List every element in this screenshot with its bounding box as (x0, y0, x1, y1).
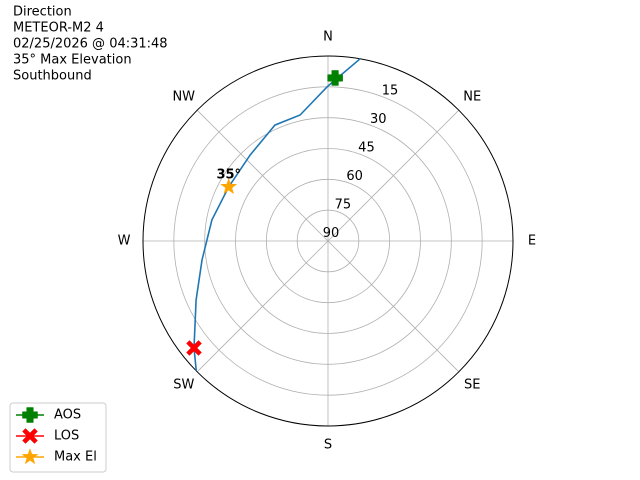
annotation: 35° (216, 167, 241, 182)
theta-tick-label: NE (463, 89, 481, 104)
polar-frame (142, 55, 514, 427)
legend-marker (22, 428, 38, 444)
theta-tick-label: SE (464, 378, 480, 393)
r-tick-label: 30 (370, 112, 387, 127)
grid-spoke (327, 109, 460, 242)
r-tick-label: 60 (346, 169, 363, 184)
grid-spoke (327, 240, 460, 373)
legend-marker (21, 448, 39, 465)
r-tick-label: 90 (323, 226, 340, 241)
theta-tick-label: W (118, 234, 131, 249)
info-line: METEOR-M2 4 (13, 21, 104, 36)
marker-star (220, 177, 238, 195)
r-tick-label: 15 (382, 84, 399, 99)
theta-tick-label: SW (173, 378, 194, 393)
info-line: 35° Max Elevation (13, 53, 132, 68)
r-tick-label: 75 (335, 198, 352, 213)
theta-tick-label: NW (172, 89, 195, 104)
theta-tick-label: S (324, 438, 332, 453)
theta-tick-label: E (528, 234, 536, 249)
info-line: Direction (13, 5, 72, 20)
marker-plus (327, 70, 343, 86)
track-line (193, 58, 361, 371)
grid-spoke (196, 240, 329, 373)
legend-label: LOS (54, 429, 79, 444)
r-tick-label: 45 (358, 141, 375, 156)
info-line: Southbound (13, 69, 92, 84)
grid-spoke (196, 109, 329, 242)
legend-marker (22, 407, 38, 423)
legend-label: Max El (54, 450, 97, 465)
legend-label: AOS (54, 408, 81, 423)
theta-tick-label: N (323, 30, 333, 45)
marker-x (186, 340, 202, 356)
info-line: 02/25/2026 @ 04:31:48 (13, 37, 168, 52)
